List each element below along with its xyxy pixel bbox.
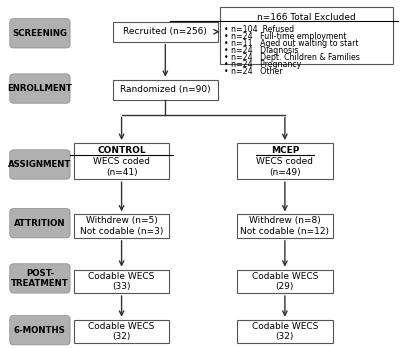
FancyBboxPatch shape xyxy=(10,150,70,179)
Text: Codable WECS
(33): Codable WECS (33) xyxy=(88,272,155,291)
Text: Withdrew (n=5)
Not codable (n=3): Withdrew (n=5) Not codable (n=3) xyxy=(80,216,163,236)
Text: WECS coded: WECS coded xyxy=(93,157,150,166)
Text: MCEP: MCEP xyxy=(271,145,299,155)
FancyBboxPatch shape xyxy=(10,264,70,293)
Text: ENROLLMENT: ENROLLMENT xyxy=(8,84,72,93)
Text: Codable WECS
(29): Codable WECS (29) xyxy=(252,272,318,291)
Text: Withdrew (n=8)
Not codable (n=12): Withdrew (n=8) Not codable (n=12) xyxy=(240,216,329,236)
FancyBboxPatch shape xyxy=(74,143,169,179)
FancyBboxPatch shape xyxy=(74,214,169,238)
Text: Codable WECS
(32): Codable WECS (32) xyxy=(252,322,318,341)
Text: Randomized (n=90): Randomized (n=90) xyxy=(120,85,211,94)
Text: • n=24   Full-time employment: • n=24 Full-time employment xyxy=(224,32,346,41)
Text: (n=41): (n=41) xyxy=(106,167,137,176)
Text: CONTROL: CONTROL xyxy=(97,145,146,155)
FancyBboxPatch shape xyxy=(220,7,393,64)
Text: • n=24   Diagnosis: • n=24 Diagnosis xyxy=(224,46,298,55)
Text: • n=24   Other: • n=24 Other xyxy=(224,66,282,76)
FancyBboxPatch shape xyxy=(113,80,218,100)
Text: 6-MONTHS: 6-MONTHS xyxy=(14,326,66,335)
Text: Recruited (n=256): Recruited (n=256) xyxy=(123,27,207,36)
FancyBboxPatch shape xyxy=(237,320,332,343)
FancyBboxPatch shape xyxy=(237,214,332,238)
Text: • n=104  Refused: • n=104 Refused xyxy=(224,25,294,34)
FancyBboxPatch shape xyxy=(237,270,332,293)
FancyBboxPatch shape xyxy=(113,22,218,42)
FancyBboxPatch shape xyxy=(74,320,169,343)
Text: • n=24   Dept. Children & Families: • n=24 Dept. Children & Families xyxy=(224,53,360,62)
Text: ASSIGNMENT: ASSIGNMENT xyxy=(8,160,72,169)
FancyBboxPatch shape xyxy=(74,270,169,293)
FancyBboxPatch shape xyxy=(10,19,70,48)
FancyBboxPatch shape xyxy=(10,208,70,238)
Text: ATTRITION: ATTRITION xyxy=(14,219,66,228)
FancyBboxPatch shape xyxy=(10,316,70,345)
FancyBboxPatch shape xyxy=(10,74,70,103)
FancyBboxPatch shape xyxy=(237,143,332,179)
Text: SCREENING: SCREENING xyxy=(12,29,68,38)
Text: WECS coded: WECS coded xyxy=(256,157,313,166)
Text: n=166 Total Excluded: n=166 Total Excluded xyxy=(257,14,356,23)
Text: (n=49): (n=49) xyxy=(269,167,301,176)
Text: • n=24   Pregnancy: • n=24 Pregnancy xyxy=(224,60,301,69)
Text: Codable WECS
(32): Codable WECS (32) xyxy=(88,322,155,341)
Text: POST-
TREATMENT: POST- TREATMENT xyxy=(11,269,69,288)
Text: • n=11   Aged out waiting to start: • n=11 Aged out waiting to start xyxy=(224,39,358,48)
